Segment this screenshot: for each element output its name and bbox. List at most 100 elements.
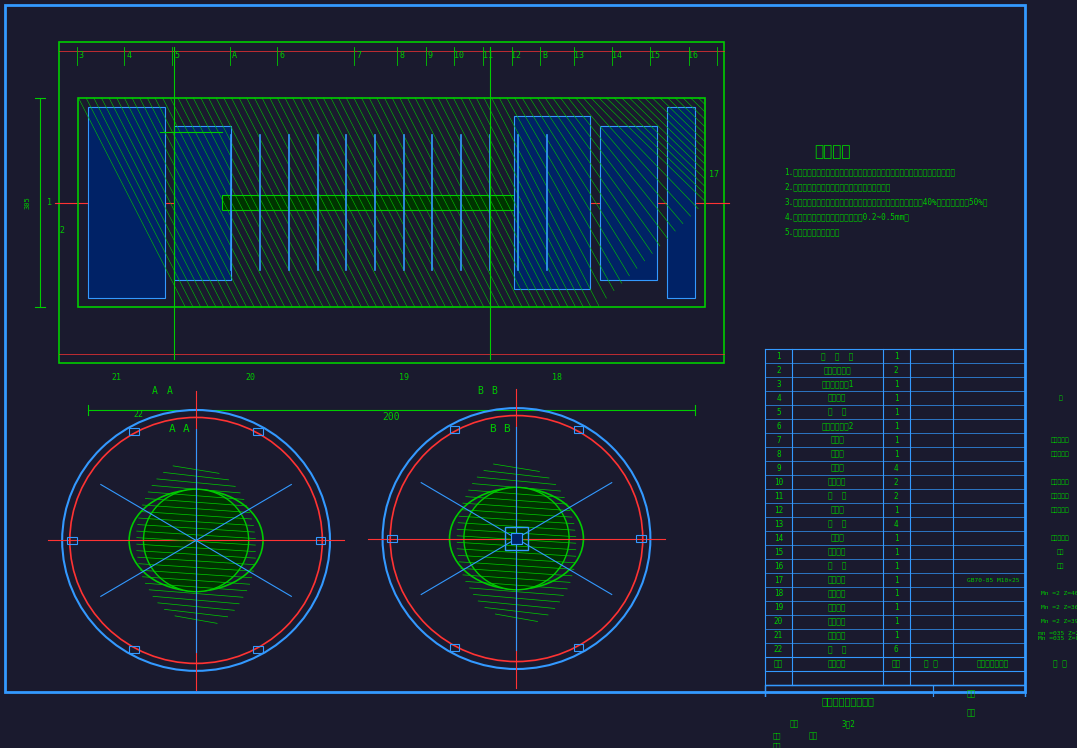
Text: 200: 200 xyxy=(382,412,400,423)
Text: 1: 1 xyxy=(894,604,898,613)
Text: 4: 4 xyxy=(127,52,131,61)
Bar xyxy=(88,107,165,298)
Text: A: A xyxy=(169,423,176,434)
Text: mn =035 Z=25
Mn =035 Z=08: mn =035 Z=25 Mn =035 Z=08 xyxy=(1038,631,1077,641)
Bar xyxy=(253,646,263,653)
Bar xyxy=(933,685,1025,748)
Text: 1: 1 xyxy=(894,631,898,640)
Bar xyxy=(129,646,139,653)
Text: 1: 1 xyxy=(894,575,898,584)
Text: 11: 11 xyxy=(774,491,783,500)
Text: 套  筒: 套 筒 xyxy=(828,562,847,571)
Text: 2: 2 xyxy=(894,478,898,487)
Text: 数量: 数量 xyxy=(892,660,900,669)
Text: 14: 14 xyxy=(612,52,621,61)
Bar xyxy=(316,537,325,544)
Text: B: B xyxy=(489,423,495,434)
Bar xyxy=(67,537,76,544)
Text: 规格及标准代号: 规格及标准代号 xyxy=(977,660,1009,669)
Bar xyxy=(637,535,645,542)
Text: 12: 12 xyxy=(774,506,783,515)
Text: 1: 1 xyxy=(894,533,898,542)
Text: 2: 2 xyxy=(777,366,781,375)
Text: 15: 15 xyxy=(774,548,783,557)
Text: 19: 19 xyxy=(774,604,783,613)
Bar xyxy=(449,426,459,433)
Text: 21: 21 xyxy=(112,373,122,382)
Text: 花键毂: 花键毂 xyxy=(830,436,844,445)
Bar xyxy=(79,98,705,307)
Bar xyxy=(765,732,933,748)
Text: 1.装配前从动轴与其他零件不加工面应清理干净，除去毛边毛刺，并涂油防锈漆。: 1.装配前从动轴与其他零件不加工面应清理干净，除去毛边毛刺，并涂油防锈漆。 xyxy=(784,168,955,177)
Text: 1: 1 xyxy=(894,436,898,445)
Text: 六挡齿轮: 六挡齿轮 xyxy=(828,617,847,626)
Bar xyxy=(59,42,724,364)
Text: 滑  块: 滑 块 xyxy=(828,646,847,654)
Text: 备 注: 备 注 xyxy=(1053,660,1067,669)
Text: 卡  环: 卡 环 xyxy=(828,520,847,529)
Text: 5.按试验规程进行试验。: 5.按试验规程进行试验。 xyxy=(784,227,840,236)
Text: 18: 18 xyxy=(551,373,561,382)
Text: 8: 8 xyxy=(400,52,404,61)
Text: 铜: 铜 xyxy=(1059,396,1062,401)
Text: 六挡及七挡: 六挡及七挡 xyxy=(1051,494,1069,499)
Text: 1: 1 xyxy=(894,394,898,403)
Text: 1: 1 xyxy=(894,450,898,459)
Text: 1: 1 xyxy=(777,352,781,361)
Text: 1: 1 xyxy=(894,380,898,389)
Text: 9: 9 xyxy=(777,464,781,473)
Text: 1: 1 xyxy=(894,589,898,598)
Text: 16: 16 xyxy=(774,562,783,571)
Bar xyxy=(765,657,1025,671)
Text: 六挡及七挡: 六挡及七挡 xyxy=(1051,479,1069,485)
Text: 垫  圈: 垫 圈 xyxy=(828,408,847,417)
Text: 五挡及七挡: 五挡及七挡 xyxy=(1051,507,1069,513)
Text: 设计: 设计 xyxy=(772,733,781,739)
Text: 19: 19 xyxy=(398,373,408,382)
Text: 20: 20 xyxy=(246,373,255,382)
Text: 圆锥滚子轴承: 圆锥滚子轴承 xyxy=(824,366,851,375)
Text: 1: 1 xyxy=(47,198,53,207)
Bar xyxy=(449,644,459,652)
Circle shape xyxy=(143,489,249,592)
Text: 序号: 序号 xyxy=(774,660,783,669)
Text: 16: 16 xyxy=(688,52,698,61)
Text: 17: 17 xyxy=(774,575,783,584)
Text: B: B xyxy=(504,423,510,434)
Text: 7: 7 xyxy=(356,52,361,61)
Text: 五挡及七挡: 五挡及七挡 xyxy=(1051,536,1069,541)
Text: 14: 14 xyxy=(774,533,783,542)
Bar xyxy=(222,195,561,210)
Bar xyxy=(765,685,1025,748)
Text: 制图: 制图 xyxy=(772,742,781,748)
Text: 6: 6 xyxy=(777,422,781,431)
Text: 9: 9 xyxy=(428,52,433,61)
Text: 12: 12 xyxy=(512,52,521,61)
Text: 4: 4 xyxy=(777,394,781,403)
Text: 花键毂: 花键毂 xyxy=(830,506,844,515)
Text: 1: 1 xyxy=(894,617,898,626)
Text: Mn =2 Z=39: Mn =2 Z=39 xyxy=(1041,619,1077,625)
Text: 21: 21 xyxy=(774,631,783,640)
Bar xyxy=(505,527,528,550)
Text: 双离合变速器从动轴: 双离合变速器从动轴 xyxy=(822,696,875,705)
Text: B: B xyxy=(477,386,484,396)
Text: 数量: 数量 xyxy=(809,732,817,741)
Text: 6: 6 xyxy=(280,52,284,61)
Text: 2: 2 xyxy=(894,491,898,500)
Text: B: B xyxy=(491,386,498,396)
Circle shape xyxy=(464,487,569,590)
Text: Mn =2 Z=40: Mn =2 Z=40 xyxy=(1041,592,1077,596)
Bar xyxy=(574,426,584,433)
Text: 18: 18 xyxy=(774,589,783,598)
Text: 密封圈座: 密封圈座 xyxy=(828,548,847,557)
Text: 接合套: 接合套 xyxy=(830,533,844,542)
Text: 六挡及五挡: 六挡及五挡 xyxy=(1051,438,1069,443)
Text: A: A xyxy=(183,423,190,434)
Text: 材 料: 材 料 xyxy=(924,660,938,669)
Text: 22: 22 xyxy=(774,646,783,654)
Text: 17: 17 xyxy=(710,170,719,179)
Text: 5: 5 xyxy=(777,408,781,417)
Text: A: A xyxy=(232,52,237,61)
Text: 紧固螺钉: 紧固螺钉 xyxy=(828,575,847,584)
